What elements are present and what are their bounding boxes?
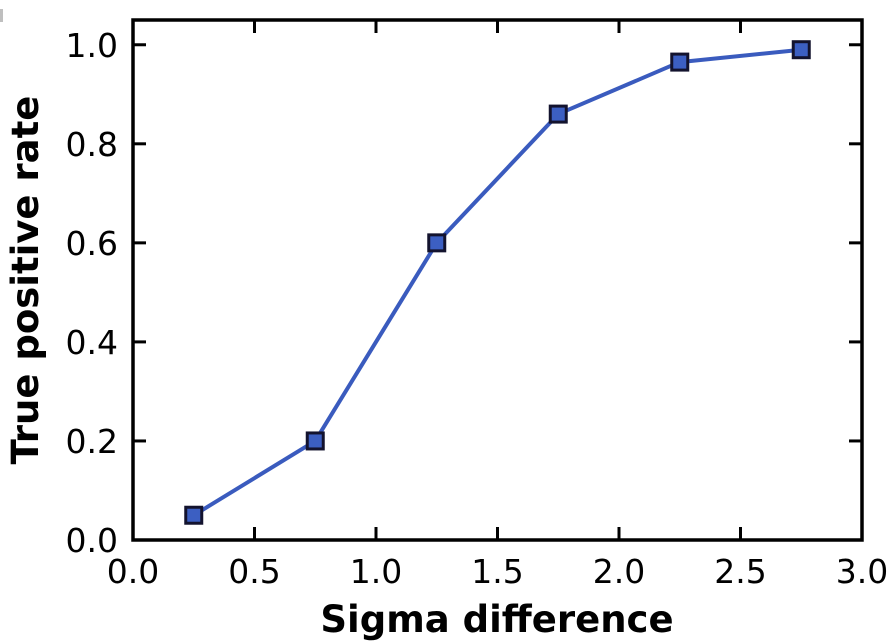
x-tick-label: 1.5 <box>471 552 523 591</box>
data-line <box>191 47 804 518</box>
y-tick-label: 0.4 <box>66 323 118 362</box>
y-tick-label: 0.0 <box>66 521 118 560</box>
edge-artifact <box>0 9 3 22</box>
axes-spines <box>131 18 864 542</box>
data-point-marker <box>791 40 811 60</box>
x-axis-label: Sigma difference <box>320 598 673 641</box>
plot-area: 0.0 0.5 1.0 1.5 2.0 2.5 3.0 0.0 0.2 0.4 0.6 0.8 1.0 <box>66 18 887 591</box>
x-tick-label: 3.0 <box>836 552 887 591</box>
y-tick-label: 0.8 <box>66 125 118 164</box>
data-point-marker <box>427 233 447 253</box>
y-tick-label: 0.2 <box>66 422 118 461</box>
y-axis-label: True positive rate <box>4 96 47 465</box>
data-point-marker <box>184 505 204 525</box>
data-point-marker <box>548 104 568 124</box>
data-point-marker <box>305 431 325 451</box>
y-tick-label: 1.0 <box>66 26 118 65</box>
x-tick-label: 1.0 <box>350 552 402 591</box>
x-tick-label: 2.5 <box>714 552 766 591</box>
data-point-marker <box>670 52 690 72</box>
x-tick-label: 0.0 <box>107 552 159 591</box>
x-tick-label: 0.5 <box>228 552 280 591</box>
x-tick-label: 2.0 <box>593 552 645 591</box>
y-tick-label: 0.6 <box>66 224 118 263</box>
